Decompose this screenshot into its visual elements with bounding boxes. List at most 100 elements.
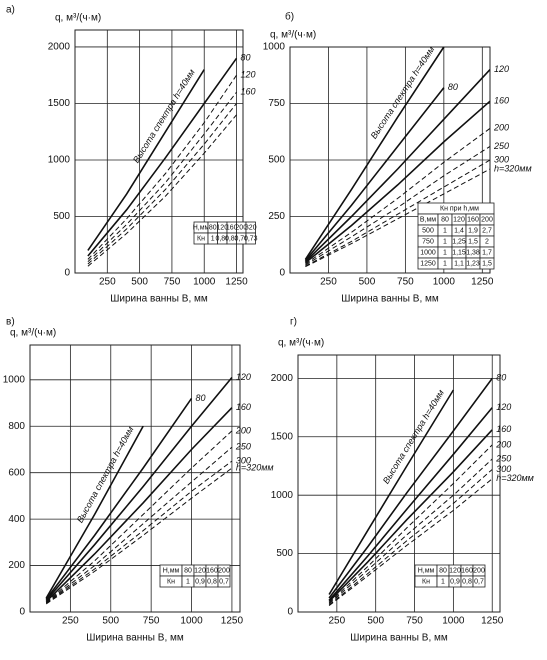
curve-label: 80 xyxy=(448,82,458,92)
x-tick-label: 750 xyxy=(143,616,160,627)
y-tick-label: 0 xyxy=(64,268,70,279)
curve-label: h=320мм xyxy=(496,473,534,483)
table-text: 1,1 xyxy=(454,260,464,267)
y-axis-label: q, м³/(ч·м) xyxy=(278,338,324,349)
y-tick-label: 0 xyxy=(279,268,285,279)
curve xyxy=(328,458,493,605)
curve xyxy=(87,91,237,263)
curve xyxy=(45,430,233,603)
curve-label: 250 xyxy=(493,141,509,151)
table-text: 1,23 xyxy=(466,260,480,267)
curve-label: Высота спектра h=40мм xyxy=(131,67,197,164)
y-tick-label: 500 xyxy=(268,155,285,166)
table-text: 1 xyxy=(443,227,447,234)
table-text: 0,9 xyxy=(195,578,205,585)
table-text: 160 xyxy=(206,567,218,574)
x-tick-label: 1250 xyxy=(221,616,244,627)
table-text: 1,9 xyxy=(468,227,478,234)
x-tick-label: 250 xyxy=(62,616,79,627)
x-tick-label: 500 xyxy=(359,277,376,288)
table-text: 1,5 xyxy=(482,260,492,267)
table-text: Кн xyxy=(422,578,430,585)
y-tick-label: 800 xyxy=(8,421,25,432)
curve xyxy=(328,478,493,606)
table-text: 160 xyxy=(226,224,238,231)
table-text: 0,73 xyxy=(244,235,258,242)
table-cell xyxy=(479,257,495,270)
curve-label: 80 xyxy=(241,53,251,63)
y-tick-label: 0 xyxy=(287,607,293,618)
curve xyxy=(328,389,455,595)
table-text: Н,мм xyxy=(163,567,180,574)
table-text: 120 xyxy=(449,567,461,574)
x-tick-label: 1000 xyxy=(442,616,465,627)
curve-label: 120 xyxy=(241,70,256,80)
table-text: 1 xyxy=(443,260,447,267)
x-tick-label: 250 xyxy=(329,616,346,627)
table-text: 1,5 xyxy=(468,238,478,245)
curve xyxy=(87,114,237,267)
curve xyxy=(328,377,493,599)
table-text: 200 xyxy=(481,216,493,223)
curve xyxy=(87,103,237,265)
curve xyxy=(87,69,205,251)
y-tick-label: 1500 xyxy=(48,98,71,109)
x-tick-label: 1000 xyxy=(180,616,203,627)
x-tick-label: 250 xyxy=(320,277,337,288)
table-text: Н,мм xyxy=(418,567,435,574)
y-axis-label: q, м³/(ч·м) xyxy=(270,30,316,41)
table-text: 120 xyxy=(216,224,228,231)
y-tick-label: 1500 xyxy=(271,431,294,442)
curve-label: 80 xyxy=(196,393,206,403)
curve xyxy=(304,69,491,263)
curve xyxy=(87,57,238,257)
curve xyxy=(304,87,445,262)
table-text: 1,7 xyxy=(482,249,492,256)
curve xyxy=(328,444,493,604)
curve xyxy=(45,376,233,601)
curve-label: h=320мм xyxy=(236,462,274,472)
panel-label: в) xyxy=(6,317,15,328)
curve-label: 200 xyxy=(493,123,509,133)
table-text: 750 xyxy=(422,238,434,245)
plot-frame xyxy=(29,344,241,613)
table-text: 80 xyxy=(209,224,217,231)
table-text: 0,8 xyxy=(462,578,472,585)
table-text: 1,4 xyxy=(454,227,464,234)
curve xyxy=(45,460,233,604)
y-tick-label: 500 xyxy=(276,548,293,559)
panel-label: г) xyxy=(290,317,297,328)
table-text: 200 xyxy=(218,567,230,574)
x-axis-label: Ширина ванны В, мм xyxy=(86,633,184,644)
panel-label: а) xyxy=(6,5,15,16)
table-text: 0,83 xyxy=(225,235,239,242)
x-tick-label: 750 xyxy=(164,277,181,288)
curve xyxy=(305,145,491,266)
y-tick-label: 500 xyxy=(53,211,70,222)
curve xyxy=(305,159,491,267)
curve xyxy=(45,397,193,600)
y-tick-label: 200 xyxy=(8,560,25,571)
curve-label: Высота спектра h=40мм xyxy=(75,425,136,525)
y-tick-label: 250 xyxy=(268,211,285,222)
table-text: 1,25 xyxy=(452,238,466,245)
x-tick-label: 1250 xyxy=(471,277,494,288)
curve xyxy=(328,407,493,601)
curve-label: 160 xyxy=(494,96,509,106)
curve-label: 300 xyxy=(496,464,511,474)
panel-label: б) xyxy=(285,11,294,23)
table-text: 2 xyxy=(485,238,489,245)
y-tick-label: 750 xyxy=(268,98,285,109)
table-text: 500 xyxy=(422,227,434,234)
x-tick-label: 500 xyxy=(102,616,119,627)
table-text: 0,7 xyxy=(474,578,484,585)
table-text: 320 xyxy=(245,224,257,231)
table-text: 1 xyxy=(443,238,447,245)
table-text: 1250 xyxy=(420,260,436,267)
x-tick-label: 1250 xyxy=(225,277,248,288)
table-text: 1000 xyxy=(420,249,436,256)
table-title: Кн при h,мм xyxy=(440,205,479,212)
curve xyxy=(305,127,491,265)
curve xyxy=(45,446,233,604)
x-axis-label: Ширина ванны В, мм xyxy=(341,294,439,305)
